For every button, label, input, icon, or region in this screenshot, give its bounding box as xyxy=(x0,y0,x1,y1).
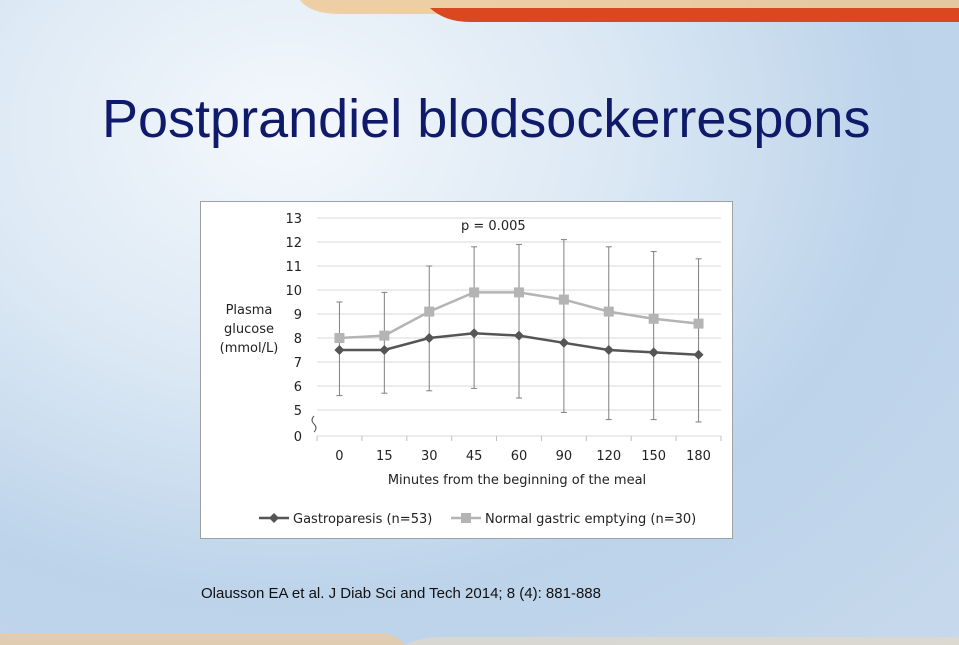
data-point xyxy=(603,345,614,355)
citation-text: Olausson EA et al. J Diab Sci and Tech 2… xyxy=(201,585,601,602)
data-point xyxy=(514,330,524,341)
data-point xyxy=(558,337,569,348)
x-tick-label: 0 xyxy=(335,449,343,464)
data-point xyxy=(558,294,569,305)
data-point xyxy=(424,306,435,317)
y-axis-label: glucose xyxy=(224,322,274,337)
legend-marker xyxy=(269,513,279,523)
x-tick-label: 180 xyxy=(686,449,711,464)
x-tick-label: 60 xyxy=(511,449,528,464)
legend-label: Normal gastric emptying (n=30) xyxy=(485,512,696,527)
top-accent-dark xyxy=(430,8,959,22)
data-point xyxy=(603,306,614,317)
data-point xyxy=(379,345,390,355)
axis-break-icon xyxy=(311,415,317,433)
y-tick-label: 11 xyxy=(285,260,302,275)
data-point xyxy=(693,349,704,360)
data-point xyxy=(514,287,524,298)
y-tick-label: 13 xyxy=(285,212,302,227)
x-tick-label: 45 xyxy=(466,449,483,464)
y-tick-label: 0 xyxy=(294,430,302,445)
y-axis-label: (mmol/L) xyxy=(220,341,279,356)
slide-title: Postprandiel blodsockerrespons xyxy=(102,89,871,149)
data-point xyxy=(424,333,435,343)
top-accent-bar xyxy=(300,0,959,22)
data-point xyxy=(469,328,480,339)
legend-label: Gastroparesis (n=53) xyxy=(293,512,432,527)
glucose-line-chart: 13 12 11 10 9 8 7 6 5 0 Plasma glucose (mmol/L) p = 0… xyxy=(220,212,722,527)
data-point xyxy=(334,345,345,355)
y-tick-label: 9 xyxy=(294,308,302,323)
p-value-annotation: p = 0.005 xyxy=(461,219,526,234)
y-axis-label: Plasma xyxy=(226,303,273,318)
data-point xyxy=(648,347,659,358)
y-tick-label: 10 xyxy=(285,284,302,299)
data-point xyxy=(469,287,480,298)
x-tick-label: 15 xyxy=(376,449,393,464)
legend-marker xyxy=(461,513,471,523)
x-tick-label: 120 xyxy=(596,449,621,464)
y-tick-label: 6 xyxy=(294,380,302,395)
y-tick-label: 8 xyxy=(294,332,302,347)
x-tick-label: 30 xyxy=(421,449,438,464)
y-tick-label: 5 xyxy=(294,404,302,419)
y-tick-label: 12 xyxy=(285,236,302,251)
x-axis-label: Minutes from the beginning of the meal xyxy=(388,473,646,488)
bottom-accent-bar xyxy=(0,633,959,645)
chart-panel: 13 12 11 10 9 8 7 6 5 0 Plasma glucose (mmol/L) p = 0… xyxy=(200,201,733,539)
data-point xyxy=(379,330,390,341)
y-tick-label: 7 xyxy=(294,356,302,371)
x-tick-label: 90 xyxy=(556,449,573,464)
data-point xyxy=(693,318,704,329)
x-tick-label: 150 xyxy=(641,449,666,464)
data-point xyxy=(334,333,345,343)
data-point xyxy=(648,313,659,324)
